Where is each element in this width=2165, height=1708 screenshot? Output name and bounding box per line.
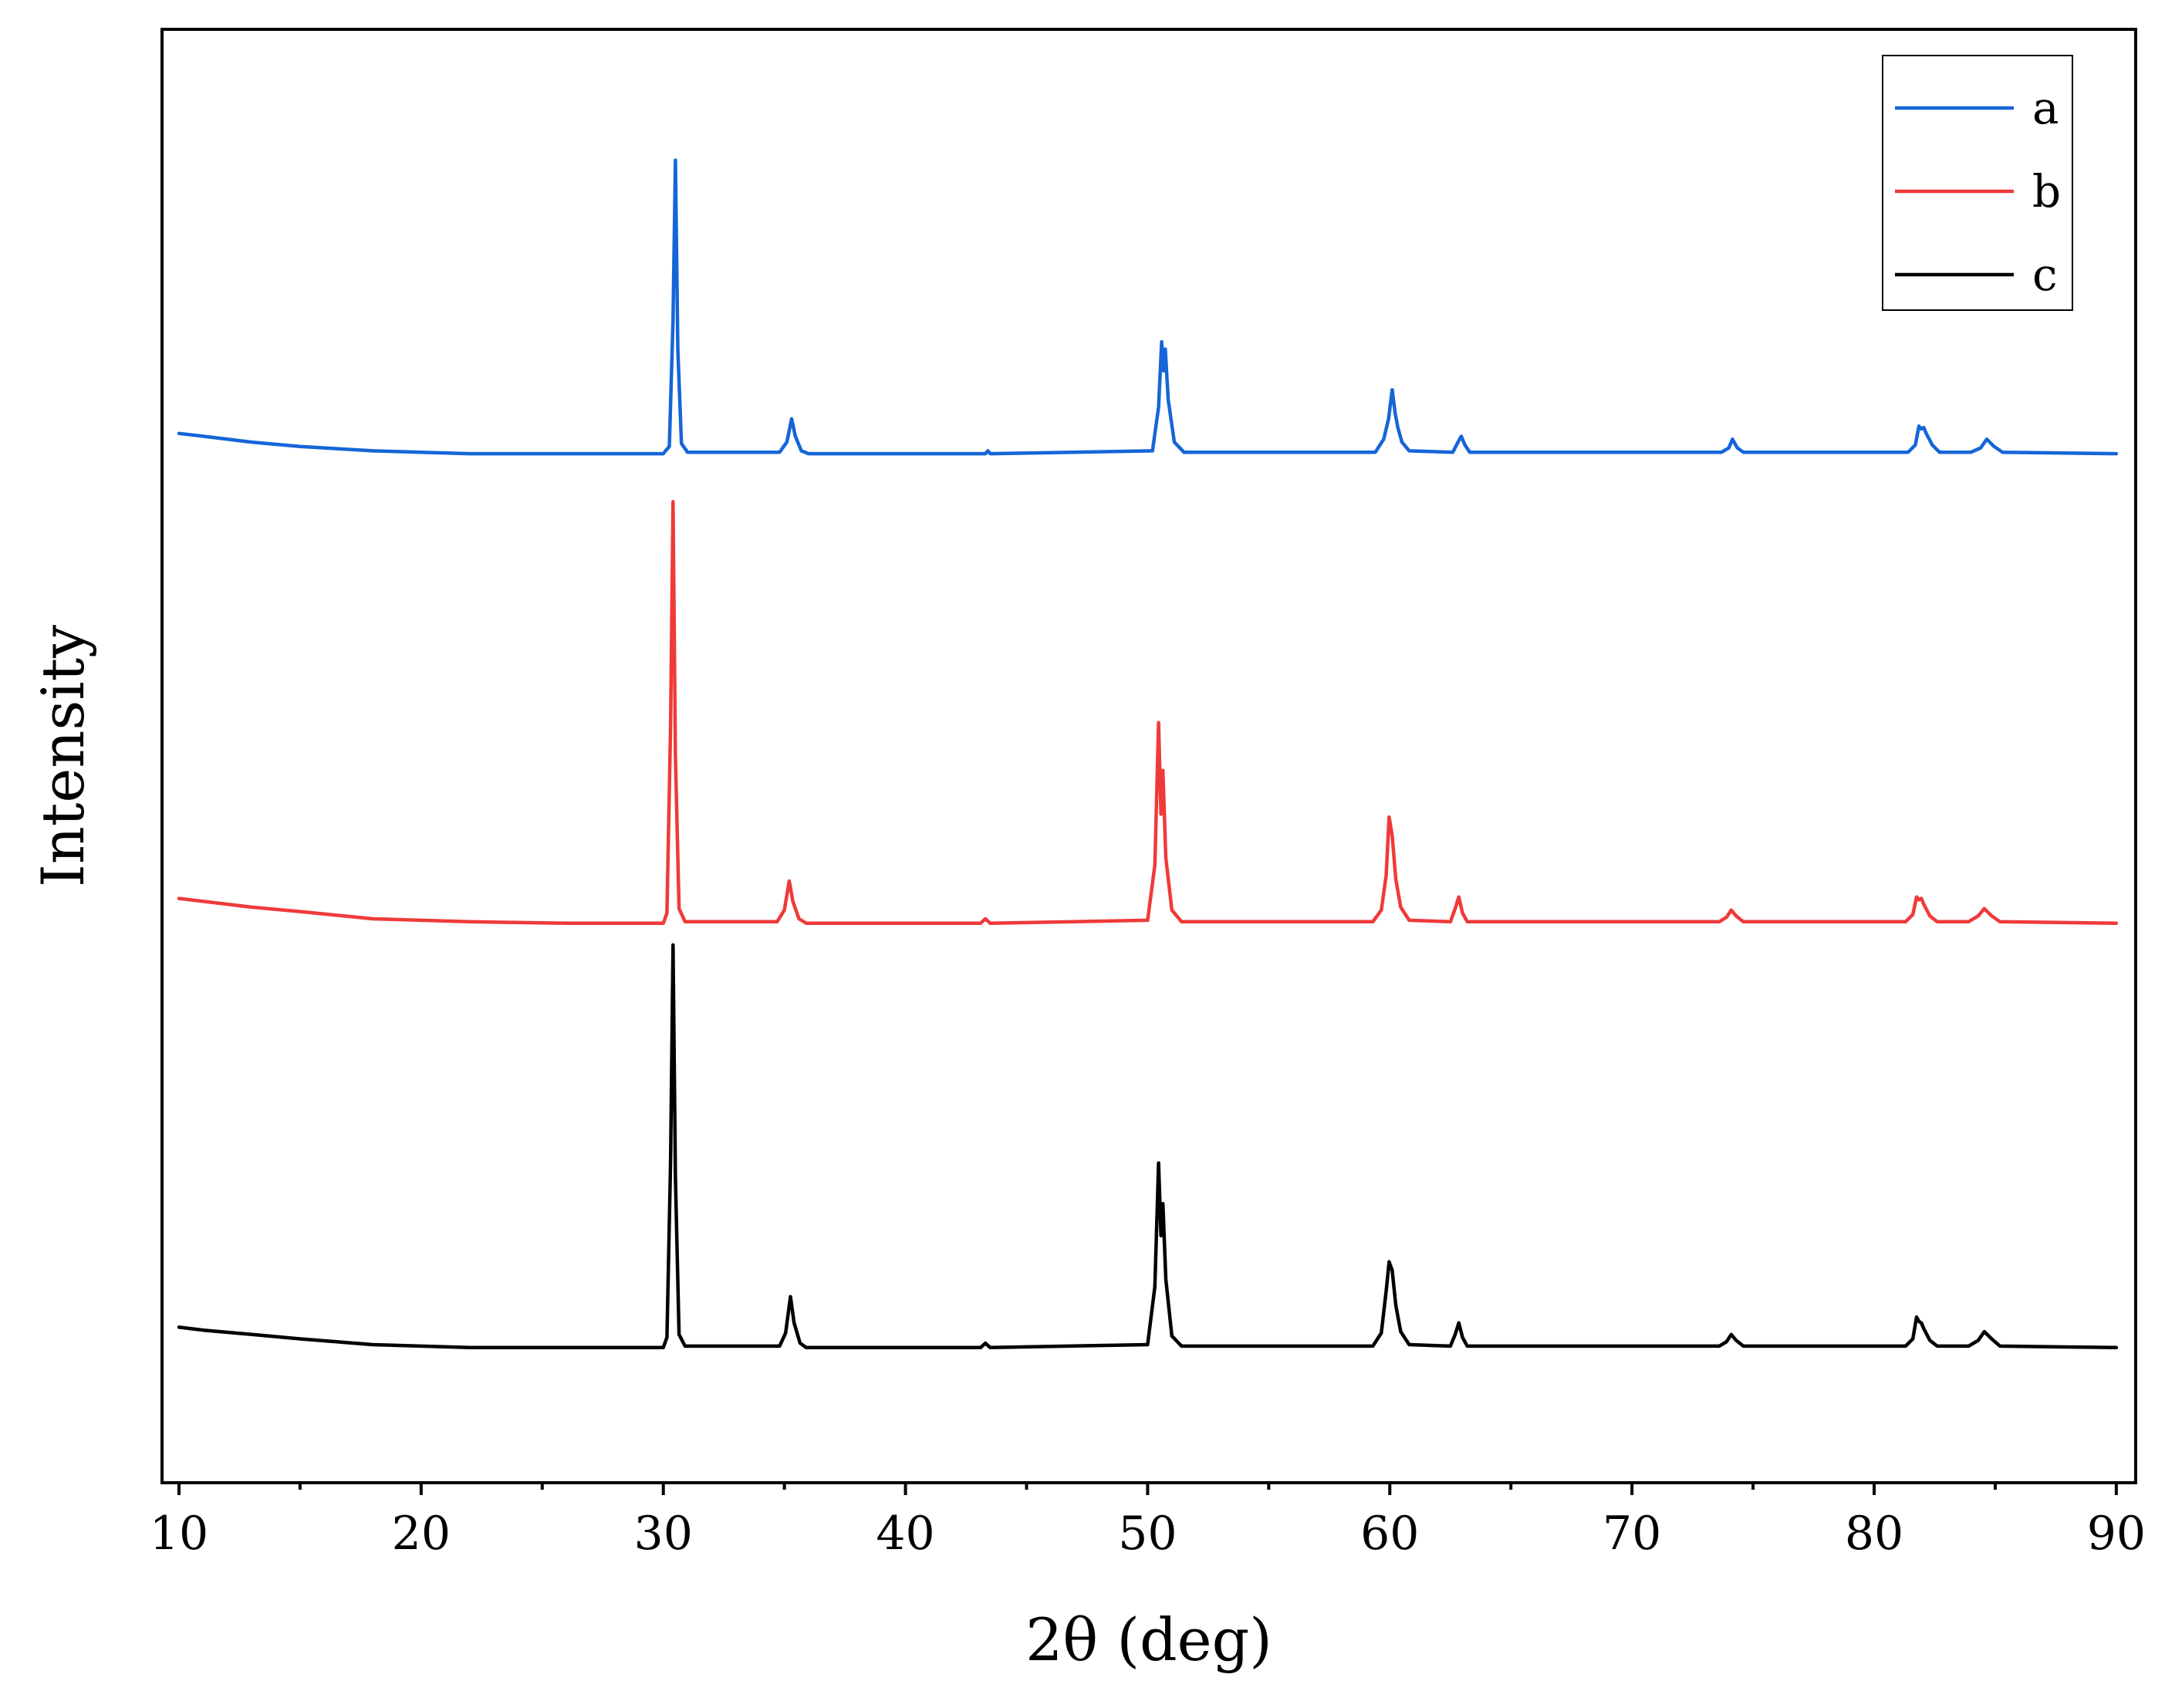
legend-entries: abc xyxy=(1895,82,2061,301)
x-tick-label-70: 70 xyxy=(1603,1507,1661,1561)
legend-label-a: a xyxy=(2032,82,2059,134)
legend-label-c: c xyxy=(2032,248,2057,301)
series-line-c xyxy=(177,943,2119,1350)
x-tick-label-80: 80 xyxy=(1845,1507,1903,1561)
x-axis-title: 2θ (deg) xyxy=(1025,1605,1272,1674)
x-tick-label-50: 50 xyxy=(1118,1507,1177,1561)
x-tick-label-10: 10 xyxy=(150,1507,208,1561)
legend: abc xyxy=(1882,55,2073,311)
legend-label-b: b xyxy=(2032,165,2061,218)
x-tick-label-90: 90 xyxy=(2087,1507,2146,1561)
x-axis-ticks xyxy=(177,1483,2118,1495)
legend-box xyxy=(1882,55,2073,311)
x-tick-label-30: 30 xyxy=(634,1507,693,1561)
series-layer xyxy=(177,158,2119,1350)
series-line-b xyxy=(177,500,2119,925)
y-axis-title: Intensity xyxy=(29,625,97,887)
x-tick-label-60: 60 xyxy=(1360,1507,1419,1561)
x-tick-label-20: 20 xyxy=(392,1507,451,1561)
series-line-a xyxy=(177,158,2119,456)
x-tick-label-40: 40 xyxy=(876,1507,934,1561)
x-axis-tick-labels: 10 20 30 40 50 60 70 80 90 xyxy=(150,1507,2146,1561)
